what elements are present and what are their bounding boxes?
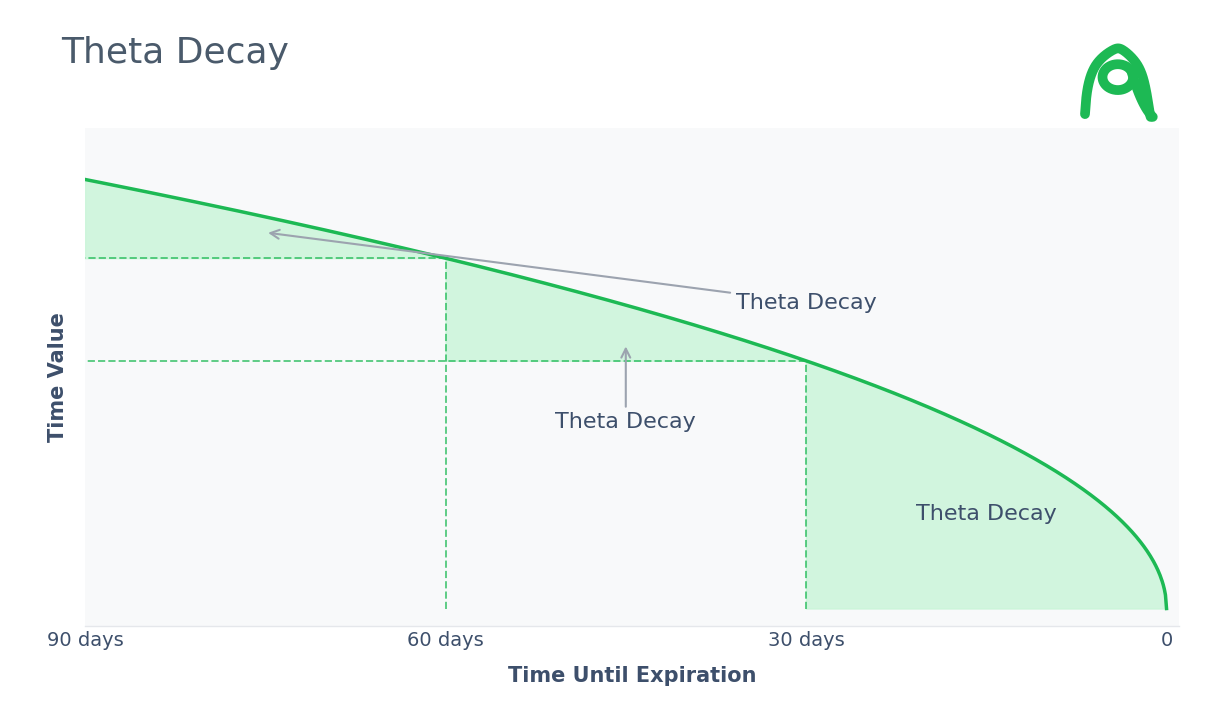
Text: Theta Decay: Theta Decay xyxy=(271,230,876,313)
Text: Theta Decay: Theta Decay xyxy=(61,36,289,70)
Text: Theta Decay: Theta Decay xyxy=(555,348,696,432)
X-axis label: Time Until Expiration: Time Until Expiration xyxy=(508,666,756,686)
Text: Theta Decay: Theta Decay xyxy=(916,504,1057,524)
Y-axis label: Time Value: Time Value xyxy=(49,312,68,442)
